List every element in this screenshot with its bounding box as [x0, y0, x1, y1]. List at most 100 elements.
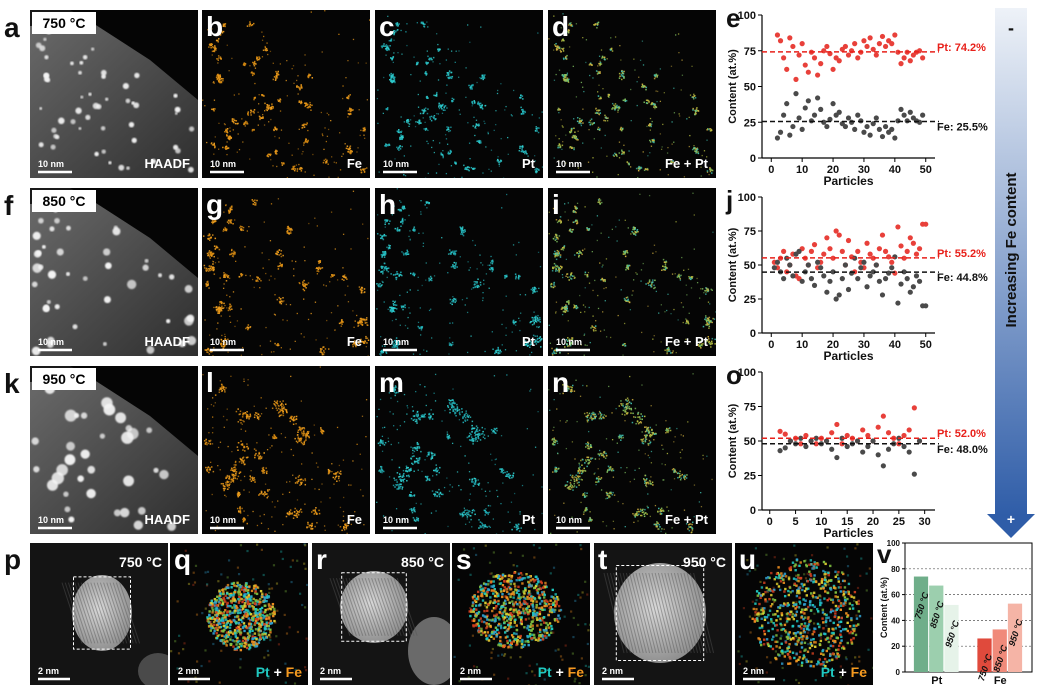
- signal-dot: [480, 142, 482, 144]
- signal-dot: [580, 124, 583, 127]
- signal-dot: [465, 67, 467, 69]
- signal-dot: [418, 327, 421, 330]
- signal-dot: [648, 281, 651, 283]
- signal-dot: [239, 419, 241, 421]
- signal-dot: [475, 123, 478, 125]
- signal-dot: [220, 343, 222, 345]
- signal-dot: [628, 264, 630, 267]
- signal-dot: [322, 346, 324, 348]
- signal-dot: [604, 116, 607, 119]
- signal-dot: [223, 283, 225, 285]
- signal-dot: [237, 475, 240, 478]
- signal-dot: [600, 279, 602, 281]
- signal-dot: [204, 319, 206, 321]
- signal-dot: [429, 275, 432, 278]
- signal-dot: [293, 268, 295, 270]
- signal-dot: [619, 128, 622, 131]
- signal-dot: [208, 348, 210, 351]
- signal-dot: [217, 465, 219, 467]
- signal-dot: [250, 480, 253, 482]
- signal-dot: [624, 343, 626, 345]
- signal-dot: [554, 250, 556, 253]
- signal-dot: [272, 128, 275, 131]
- signal-dot: [558, 109, 561, 111]
- signal-dot: [514, 277, 517, 280]
- signal-dot: [562, 141, 564, 143]
- signal-dot: [420, 327, 422, 329]
- signal-dot: [639, 167, 641, 170]
- signal-dot: [212, 220, 214, 223]
- signal-dot: [250, 112, 252, 114]
- signal-dot: [571, 136, 574, 139]
- signal-dot: [263, 472, 265, 474]
- signal-dot: [382, 252, 384, 254]
- signal-dot: [564, 310, 566, 313]
- signal-dot: [342, 267, 344, 269]
- signal-dot: [424, 23, 426, 26]
- signal-dot: [233, 250, 235, 253]
- signal-dot: [697, 341, 699, 344]
- signal-dot: [309, 74, 312, 76]
- signal-dot: [564, 162, 567, 164]
- micrograph: [202, 10, 370, 178]
- signal-dot: [247, 384, 249, 386]
- signal-dot: [302, 433, 305, 436]
- signal-dot: [589, 119, 592, 122]
- signal-dot: [260, 94, 263, 96]
- signal-dot: [207, 238, 210, 240]
- signal-dot: [495, 351, 498, 354]
- signal-dot: [389, 310, 391, 313]
- signal-dot: [321, 432, 323, 434]
- signal-dot: [429, 278, 432, 281]
- signal-dot: [637, 177, 639, 178]
- signal-dot: [214, 237, 217, 240]
- signal-dot: [555, 42, 557, 45]
- signal-dot: [217, 62, 219, 64]
- signal-dot: [294, 169, 296, 172]
- signal-dot: [654, 286, 656, 289]
- signal-dot: [261, 56, 264, 58]
- signal-dot: [563, 34, 566, 36]
- signal-dot: [401, 217, 404, 220]
- signal-dot: [611, 228, 614, 231]
- signal-dot: [243, 475, 246, 478]
- signal-dot: [300, 101, 303, 104]
- signal-dot: [574, 220, 577, 223]
- signal-dot: [228, 484, 231, 486]
- signal-dot: [212, 269, 215, 272]
- signal-dot: [578, 250, 581, 252]
- signal-dot: [708, 128, 711, 130]
- signal-dot: [702, 343, 704, 345]
- scale-label: 10 nm: [383, 337, 409, 347]
- signal-dot: [349, 147, 352, 150]
- signal-dot: [625, 99, 628, 102]
- signal-dot: [289, 348, 291, 350]
- signal-dot: [246, 230, 248, 232]
- signal-dot: [393, 304, 395, 306]
- signal-dot: [250, 476, 252, 479]
- signal-dot: [466, 351, 469, 354]
- signal-dot: [217, 257, 219, 259]
- signal-dot: [222, 483, 224, 485]
- signal-dot: [286, 512, 289, 515]
- signal-dot: [223, 272, 225, 274]
- signal-dot: [244, 246, 246, 248]
- signal-dot: [396, 22, 399, 24]
- signal-dot: [388, 74, 391, 76]
- signal-dot: [706, 339, 709, 342]
- signal-dot: [211, 266, 213, 268]
- signal-dot: [357, 147, 359, 149]
- nanoparticle: [70, 61, 74, 66]
- signal-dot: [596, 24, 599, 26]
- signal-dot: [529, 354, 531, 356]
- signal-dot: [393, 76, 395, 78]
- signal-dot: [417, 325, 419, 328]
- signal-dot: [649, 284, 652, 287]
- signal-dot: [490, 170, 492, 172]
- signal-dot: [248, 23, 251, 26]
- signal-dot: [478, 103, 480, 106]
- signal-dot: [394, 300, 397, 303]
- signal-dot: [478, 123, 480, 125]
- signal-dot: [538, 117, 540, 119]
- signal-dot: [666, 309, 668, 312]
